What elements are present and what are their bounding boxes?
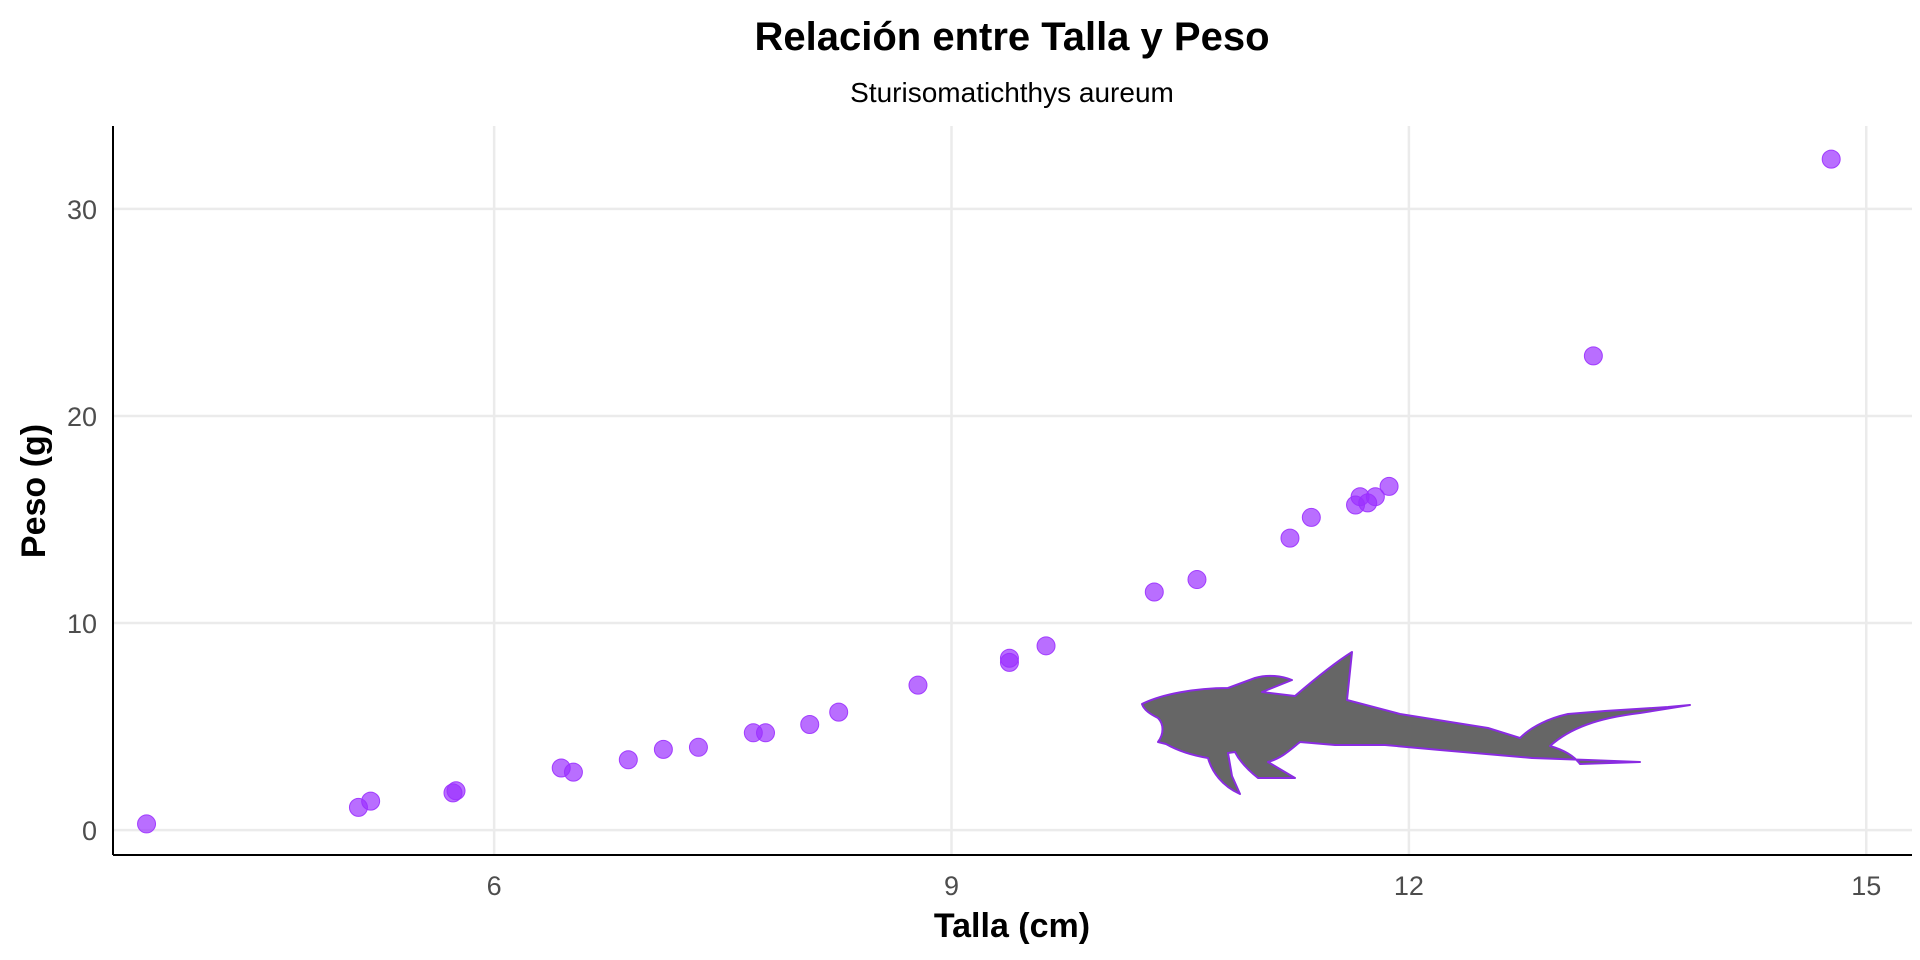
y-axis-label: Peso (g) [15, 424, 53, 558]
gridlines [113, 126, 1912, 855]
y-tick-label: 0 [82, 816, 97, 846]
y-tick-label: 20 [67, 402, 97, 432]
x-axis-label: Talla (cm) [934, 907, 1090, 945]
data-point [1821, 149, 1841, 169]
x-tick-label: 12 [1394, 871, 1424, 901]
data-point [1365, 487, 1385, 507]
y-tick-label: 30 [67, 195, 97, 225]
data-point [1280, 528, 1300, 548]
x-tick-label: 6 [487, 871, 502, 901]
data-point [756, 723, 776, 743]
chart-subtitle: Sturisomatichthys aureum [850, 77, 1174, 108]
data-point [653, 739, 673, 759]
data-point [1144, 582, 1164, 602]
axes [112, 126, 1912, 856]
data-point [1583, 346, 1603, 366]
data-point [563, 762, 583, 782]
tick-labels: 6 9 12 15 0 10 20 30 [67, 195, 1881, 901]
data-point [908, 675, 928, 695]
y-tick-label: 10 [67, 609, 97, 639]
data-point [800, 715, 820, 735]
chart-title: Relación entre Talla y Peso [754, 15, 1269, 59]
data-points [137, 149, 1841, 834]
x-tick-label: 15 [1851, 871, 1881, 901]
data-point [829, 702, 849, 722]
data-point [618, 750, 638, 770]
data-point [999, 648, 1019, 668]
data-point [688, 737, 708, 757]
data-point [137, 814, 157, 834]
data-point [1301, 507, 1321, 527]
data-point [1379, 476, 1399, 496]
data-point [361, 791, 381, 811]
data-point [1036, 636, 1056, 656]
fish-silhouette-image [1141, 651, 1691, 795]
data-point [446, 781, 466, 801]
x-tick-label: 9 [944, 871, 959, 901]
data-point [1187, 570, 1207, 590]
